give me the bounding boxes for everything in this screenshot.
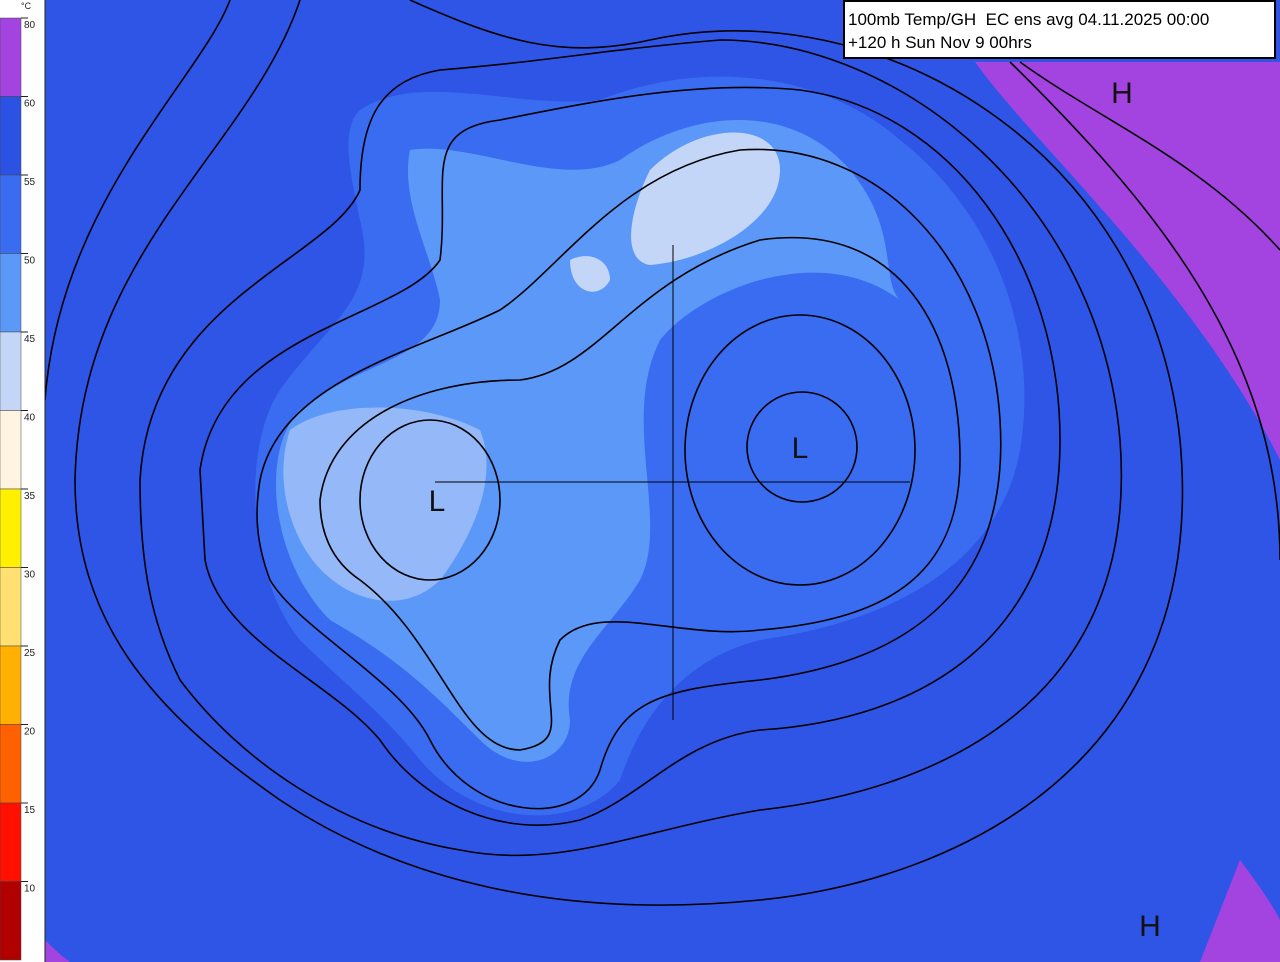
contour [256, 148, 1002, 810]
colorbar-label: 10 [24, 884, 36, 895]
warm-region [1200, 860, 1280, 962]
contour [746, 391, 858, 503]
colorbar-unit: °C [21, 1, 32, 11]
contour [684, 314, 916, 586]
colorbar-label: 40 [24, 413, 36, 424]
title-line: 100mb Temp/GH EC ens avg 04.11.2025 00:0… [848, 10, 1210, 29]
contour [359, 419, 501, 581]
colorbar-label: 15 [24, 805, 36, 816]
contour [199, 86, 1061, 826]
crosshair [435, 245, 910, 720]
contour [44, 0, 1280, 561]
coldest-region [283, 407, 487, 601]
colorbar-swatch [0, 17, 22, 97]
colorbar-label: 80 [24, 20, 36, 31]
colorbar-swatch [0, 567, 22, 647]
colorbar-swatch [0, 253, 22, 333]
coldest-region [570, 256, 610, 292]
colorbar-label: 35 [24, 491, 36, 502]
colorbar-label: 45 [24, 334, 36, 345]
high-label: H [1111, 77, 1133, 110]
contour [319, 236, 961, 751]
warm-region [45, 940, 70, 962]
colorbar-swatch [0, 331, 22, 411]
colorbar-swatch [0, 96, 22, 176]
contour [139, 39, 1123, 857]
colorbar-label: 55 [24, 177, 36, 188]
colorbar: °C 80 60 55 50 45 40 35 30 25 20 15 10 [0, 0, 46, 962]
colorbar-label: 20 [24, 727, 36, 738]
colorbar-label: 60 [24, 99, 36, 110]
subtitle-line: +120 h Sun Nov 9 00hrs [848, 33, 1032, 52]
colorbar-swatch [0, 802, 22, 882]
colorbar-swatch [0, 645, 22, 725]
low-label: L [429, 485, 446, 518]
high-label: H [1139, 910, 1161, 943]
colorbar-swatch [0, 724, 22, 804]
colder-region [276, 120, 900, 762]
colorbar-swatch [0, 488, 22, 568]
warm-region [975, 62, 1280, 460]
colorbar-label: 25 [24, 648, 36, 659]
colorbar-swatch [0, 881, 22, 961]
colorbar-label: 50 [24, 256, 36, 267]
height-contours [44, 0, 1280, 906]
colorbar-label: 30 [24, 570, 36, 581]
colorbar-swatch [0, 410, 22, 490]
contour [74, 0, 1184, 906]
low-label: L [792, 432, 809, 465]
title-box: 100mb Temp/GH EC ens avg 04.11.2025 00:0… [843, 0, 1276, 59]
colorbar-swatch [0, 174, 22, 254]
coldest-region [631, 132, 780, 265]
